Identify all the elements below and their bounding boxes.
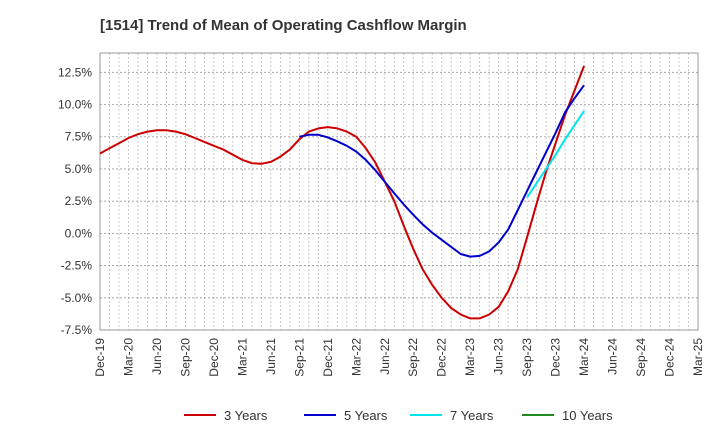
y-axis-ticks: 12.5% 10.0% 7.5% 5.0% 2.5% 0.0% -2.5% -5.0% -7.5…	[58, 65, 92, 337]
grid	[99, 53, 699, 331]
y-tick-label: 12.5%	[58, 65, 92, 79]
series-lines	[99, 65, 586, 320]
y-tick-label: -2.5%	[61, 259, 93, 273]
x-tick-label: Dec-22	[435, 338, 449, 377]
x-tick-label: Mar-23	[463, 338, 477, 376]
x-tick-label: Mar-22	[349, 338, 363, 376]
y-tick-label: 2.5%	[65, 194, 93, 208]
x-tick-label: Mar-25	[691, 338, 705, 376]
y-tick-label: 10.0%	[58, 98, 92, 112]
x-tick-label: Dec-23	[549, 338, 563, 377]
x-tick-label: Mar-21	[235, 338, 249, 376]
y-tick-label: -7.5%	[61, 323, 93, 337]
y-tick-label: 5.0%	[65, 162, 93, 176]
x-tick-label: Jun-20	[150, 338, 164, 375]
y-tick-label: -5.0%	[61, 291, 93, 305]
y-tick-label: 7.5%	[65, 130, 93, 144]
legend: 3 Years 5 Years 7 Years 10 Years	[184, 408, 613, 423]
legend-label: 7 Years	[450, 408, 494, 423]
plot-area	[99, 52, 699, 331]
x-tick-label: Dec-24	[663, 338, 677, 377]
x-tick-label: Mar-24	[577, 338, 591, 376]
x-tick-label: Jun-23	[492, 338, 506, 375]
x-tick-label: Sep-20	[178, 338, 192, 377]
series-line-1	[99, 65, 586, 320]
chart-title: [1514] Trend of Mean of Operating Cashfl…	[100, 17, 467, 34]
x-tick-label: Sep-24	[634, 338, 648, 377]
x-tick-label: Dec-20	[207, 338, 221, 377]
x-tick-label: Mar-20	[121, 338, 135, 376]
series-line-2	[299, 84, 585, 258]
x-tick-label: Jun-22	[378, 338, 392, 375]
x-tick-label: Sep-21	[292, 338, 306, 377]
legend-label: 10 Years	[562, 408, 613, 423]
x-tick-label: Dec-19	[93, 338, 107, 377]
x-tick-label: Sep-22	[406, 338, 420, 377]
y-tick-label: 0.0%	[65, 226, 93, 240]
legend-label: 3 Years	[224, 408, 268, 423]
x-axis-ticks: Dec-19 Mar-20 Jun-20 Sep-20 Dec-20 Mar-21 Jun-…	[93, 338, 705, 377]
x-tick-label: Sep-23	[520, 338, 534, 377]
x-tick-label: Jun-24	[606, 338, 620, 375]
x-tick-label: Jun-21	[264, 338, 278, 375]
legend-label: 5 Years	[344, 408, 388, 423]
x-tick-label: Dec-21	[321, 338, 335, 377]
series-line-3	[526, 110, 585, 198]
